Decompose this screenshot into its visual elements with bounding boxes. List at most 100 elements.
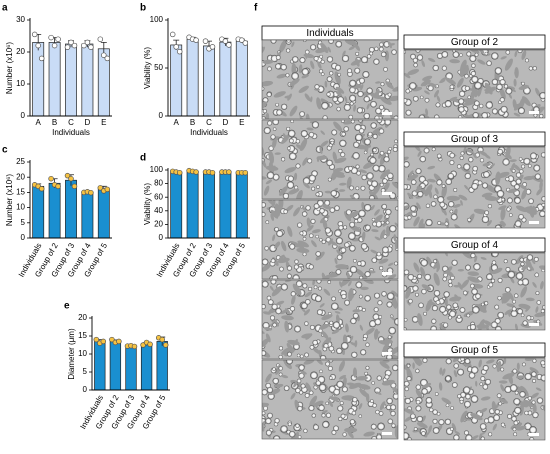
cell	[445, 269, 455, 278]
x-tick-label: B	[190, 118, 195, 127]
cell	[470, 412, 483, 421]
cell	[496, 360, 502, 373]
data-point	[48, 34, 54, 41]
cell	[511, 306, 517, 312]
cell	[515, 178, 522, 185]
cell	[541, 203, 545, 207]
cell	[360, 185, 366, 191]
cell	[381, 379, 396, 386]
y-tick-label: 0	[21, 111, 26, 120]
cell	[408, 170, 414, 177]
x-tick-label: E	[101, 118, 106, 127]
cell	[373, 58, 380, 65]
cell	[539, 180, 543, 190]
cell	[328, 360, 334, 363]
cell	[392, 364, 398, 372]
cell	[265, 179, 273, 185]
cell	[467, 95, 471, 99]
cell	[420, 266, 426, 277]
cell	[297, 222, 303, 228]
data-point	[100, 338, 107, 345]
cell	[511, 259, 517, 265]
cell	[324, 80, 328, 88]
cell	[376, 391, 382, 395]
cell	[471, 366, 479, 374]
cell	[410, 179, 417, 185]
cell	[301, 333, 313, 339]
cell	[387, 274, 397, 279]
cell	[484, 418, 490, 424]
cell	[387, 418, 394, 425]
cell	[295, 163, 301, 169]
cell	[494, 67, 502, 75]
cell	[367, 178, 374, 183]
cell	[310, 218, 316, 224]
cell	[517, 279, 524, 286]
cell	[363, 95, 370, 103]
cell	[407, 273, 415, 281]
cell	[485, 101, 493, 109]
cell	[276, 73, 287, 79]
cell	[379, 266, 384, 271]
cell	[309, 345, 315, 350]
cell	[510, 162, 516, 171]
cell	[280, 374, 289, 379]
cell	[444, 100, 452, 108]
cell	[529, 367, 539, 374]
cell	[460, 151, 465, 156]
cell	[313, 203, 320, 209]
cell	[312, 347, 321, 355]
cell	[416, 422, 428, 429]
y-tick-label: 0	[83, 385, 88, 394]
cell	[333, 121, 343, 132]
image-frame	[403, 49, 546, 119]
cell	[503, 84, 508, 89]
cell	[520, 286, 528, 298]
cell	[304, 49, 310, 55]
cell	[484, 51, 488, 56]
micrograph	[404, 50, 545, 118]
cell	[286, 273, 292, 279]
y-axis-label: Viability (%)	[143, 183, 152, 225]
cell	[340, 413, 346, 419]
data-point	[48, 175, 54, 182]
cell	[282, 192, 290, 199]
cell	[306, 225, 314, 232]
cell	[472, 306, 480, 314]
cell	[515, 255, 524, 265]
cell	[351, 410, 357, 416]
data-point	[176, 169, 183, 176]
cell	[362, 337, 367, 341]
cell	[338, 225, 344, 231]
bar	[48, 42, 61, 117]
cell	[280, 64, 287, 71]
cell	[292, 56, 299, 63]
cell	[272, 127, 277, 131]
cell	[516, 205, 528, 213]
panel-letter: c	[2, 145, 8, 156]
cell	[418, 114, 426, 118]
cell	[464, 99, 477, 106]
cell	[303, 182, 310, 189]
cell	[509, 384, 518, 392]
data-point	[226, 42, 232, 48]
cell	[536, 187, 543, 196]
cell	[324, 227, 331, 234]
cell	[491, 260, 497, 265]
cell	[276, 300, 285, 306]
cell	[316, 97, 322, 110]
bar	[97, 189, 110, 239]
cell	[299, 116, 304, 119]
cell	[358, 209, 366, 218]
cell	[300, 383, 306, 389]
cell	[509, 213, 513, 217]
cell	[534, 272, 539, 278]
cell	[374, 209, 380, 216]
cell	[332, 321, 341, 329]
cell	[335, 237, 343, 245]
cell	[392, 181, 398, 190]
cell	[450, 213, 458, 221]
cell	[427, 165, 436, 170]
cell	[420, 259, 428, 267]
cell	[370, 204, 375, 211]
